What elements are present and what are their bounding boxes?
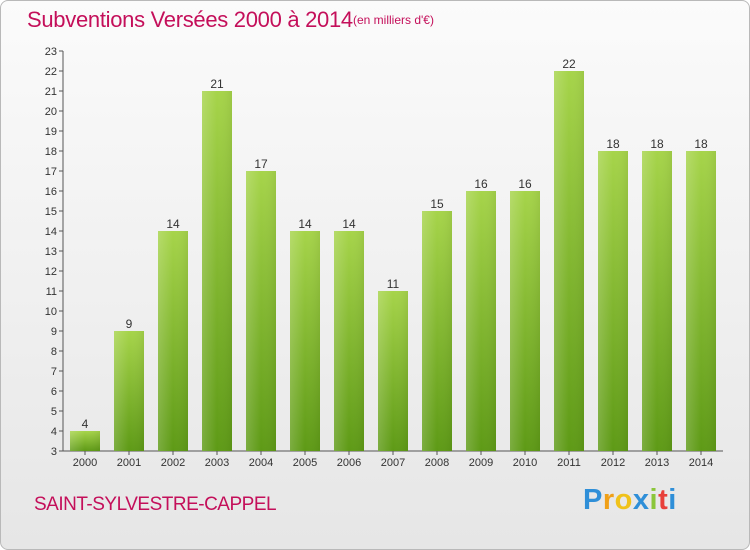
x-tick-label: 2007 xyxy=(381,457,405,469)
bar-shade xyxy=(554,71,584,451)
bar-shade xyxy=(422,211,452,451)
data-label: 16 xyxy=(518,177,532,191)
x-tick-label: 2006 xyxy=(337,457,361,469)
y-tick-label: 22 xyxy=(45,66,57,78)
bar-shade xyxy=(290,231,320,451)
x-tick-label: 2000 xyxy=(73,457,97,469)
x-tick-label: 2005 xyxy=(293,457,317,469)
y-tick-label: 17 xyxy=(45,166,57,178)
x-tick-label: 2012 xyxy=(601,457,625,469)
y-tick-label: 11 xyxy=(46,286,57,298)
y-tick-label: 15 xyxy=(45,206,57,218)
bar-shade xyxy=(334,231,364,451)
bars xyxy=(70,71,716,451)
data-label: 9 xyxy=(126,317,133,331)
logo-letter: r xyxy=(602,484,615,516)
y-tick-label: 14 xyxy=(45,226,57,238)
data-label: 4 xyxy=(82,417,89,431)
x-tick-label: 2008 xyxy=(425,457,449,469)
x-tick-label: 2013 xyxy=(645,457,669,469)
data-label: 18 xyxy=(606,137,620,151)
data-label: 18 xyxy=(650,137,664,151)
data-label: 11 xyxy=(387,277,400,291)
y-tick-label: 6 xyxy=(51,386,57,398)
data-labels: 4 9 14 21 17 14 14 11 15 16 16 22 18 18 18 xyxy=(82,57,708,431)
data-label: 17 xyxy=(254,157,268,171)
bar-shade xyxy=(686,151,716,451)
data-label: 16 xyxy=(474,177,488,191)
data-label: 14 xyxy=(166,217,180,231)
data-label: 22 xyxy=(562,57,576,71)
y-tick-label: 3 xyxy=(51,446,57,458)
y-tick-label: 9 xyxy=(51,326,57,338)
data-label: 14 xyxy=(298,217,312,231)
logo-letter: i xyxy=(668,484,677,516)
y-tick-label: 12 xyxy=(45,266,57,278)
bar-shade xyxy=(378,291,408,451)
chart-unit-note: (en milliers d'€) xyxy=(353,13,434,27)
y-tick-label: 8 xyxy=(51,346,57,358)
bar-shade xyxy=(70,431,100,451)
proxiti-logo[interactable]: Proxiti xyxy=(583,484,677,517)
logo-letter: i xyxy=(649,484,659,516)
y-tick-label: 16 xyxy=(45,186,57,198)
commune-name: SAINT-SYLVESTRE-CAPPEL xyxy=(34,494,277,515)
logo-letter: o xyxy=(614,484,633,516)
x-tick-label: 2010 xyxy=(513,457,537,469)
bar-shade xyxy=(510,191,540,451)
data-label: 21 xyxy=(210,77,224,91)
x-tick-label: 2003 xyxy=(205,457,229,469)
data-label: 18 xyxy=(694,137,708,151)
bar-shade xyxy=(642,151,672,451)
x-tick-label: 2009 xyxy=(469,457,493,469)
bar-shade xyxy=(246,171,276,451)
y-tick-label: 21 xyxy=(45,86,57,98)
bar-shade xyxy=(466,191,496,451)
y-tick-label: 7 xyxy=(51,366,57,378)
y-tick-label: 10 xyxy=(45,306,57,318)
y-tick-label: 5 xyxy=(51,406,57,418)
y-tick-label: 4 xyxy=(51,426,57,438)
bar-shade xyxy=(202,91,232,451)
y-tick-label: 23 xyxy=(45,46,57,58)
y-tick-label: 18 xyxy=(45,146,57,158)
data-label: 14 xyxy=(342,217,356,231)
x-tick-label: 2001 xyxy=(117,457,141,469)
axes: 3 4 5 6 7 8 9 10 11 12 13 14 15 16 17 18 19 20 21 22 23 2000 2… xyxy=(45,46,723,469)
y-tick-label: 20 xyxy=(45,106,57,118)
logo-letter: t xyxy=(658,484,669,516)
bar-shade xyxy=(598,151,628,451)
data-label: 15 xyxy=(430,197,444,211)
y-tick-label: 19 xyxy=(45,126,57,138)
x-tick-label: 2014 xyxy=(689,457,713,469)
x-tick-label: 2004 xyxy=(249,457,273,469)
bar-shade xyxy=(158,231,188,451)
y-tick-label: 13 xyxy=(45,246,57,258)
x-tick-label: 2011 xyxy=(557,457,581,469)
bar-shade xyxy=(114,331,144,451)
logo-letter: x xyxy=(632,484,650,516)
x-tick-label: 2002 xyxy=(161,457,185,469)
chart-title: Subventions Versées 2000 à 2014 xyxy=(27,7,353,32)
logo-letter: P xyxy=(583,484,603,516)
